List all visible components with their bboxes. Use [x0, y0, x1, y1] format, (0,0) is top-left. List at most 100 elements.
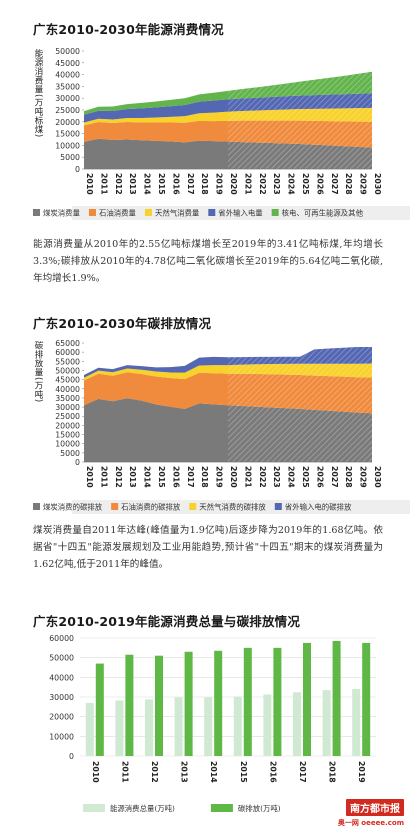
energy-consumption-chart: 能源消费量(万吨标煤) 0 5000 10000 15000 20000 25000 3000… — [33, 47, 410, 220]
y-tick-label: 50000 — [49, 654, 74, 663]
x-tick-label: 2014 — [143, 173, 152, 195]
y-tick-label: 0 — [75, 458, 80, 467]
x-tick-label: 2010 — [91, 761, 100, 783]
y-tick-label: 60000 — [49, 634, 74, 643]
bar-carbon — [303, 642, 311, 756]
y-tick-label: 55000 — [55, 357, 80, 366]
x-tick-label: 2028 — [344, 466, 353, 488]
bar-carbon — [95, 663, 104, 756]
x-tick-label: 2020 — [229, 466, 238, 488]
bar-energy — [145, 699, 153, 756]
x-tick-label: 2010 — [85, 173, 94, 195]
legend-label: 碳排放(万吨) — [238, 804, 281, 813]
x-tick-label: 2020 — [229, 173, 238, 195]
x-tick-label: 2029 — [359, 466, 368, 488]
bar-carbon — [273, 647, 282, 756]
y-tick-label: 10000 — [55, 141, 80, 150]
bar-energy — [293, 692, 301, 756]
y-tick-label: 20000 — [49, 713, 74, 722]
x-tick-label: 2027 — [330, 173, 339, 195]
x-tick-label: 2026 — [315, 173, 324, 195]
bar-energy — [322, 690, 331, 756]
y-tick-label: 25000 — [55, 412, 80, 421]
y-tick-label: 40000 — [55, 71, 80, 80]
y-tick-label: 45000 — [55, 59, 80, 68]
legend-swatch — [88, 209, 96, 216]
legend-swatch — [111, 503, 119, 510]
x-tick-label: 2027 — [330, 466, 339, 488]
bar-energy — [115, 700, 124, 756]
x-tick-label: 2028 — [344, 173, 353, 195]
x-tick-label: 2025 — [301, 466, 310, 488]
x-tick-label: 2012 — [114, 173, 123, 195]
bar-carbon — [214, 650, 223, 756]
brand-site: 奥一网 oeeee.com — [337, 819, 404, 827]
legend-label: 石油消费量 — [99, 209, 137, 218]
y-tick-label: 35000 — [55, 82, 80, 91]
y-tick-label: 20000 — [55, 421, 80, 430]
x-tick-label: 2015 — [157, 466, 166, 488]
legend-label: 能源消费总量(万吨) — [110, 804, 175, 813]
y-tick-label: 45000 — [55, 376, 80, 385]
x-tick-label: 2017 — [186, 466, 195, 488]
x-tick-label: 2018 — [200, 173, 209, 195]
y-tick-label: 0 — [75, 165, 80, 174]
x-tick-label: 2019 — [215, 173, 224, 195]
x-tick-label: 2021 — [243, 173, 252, 195]
bar-energy — [204, 697, 213, 756]
x-tick-label: 2024 — [287, 173, 296, 195]
x-tick-label: 2019 — [357, 761, 366, 783]
y-tick-label: 15000 — [55, 431, 80, 440]
x-tick-label: 2018 — [200, 466, 209, 488]
legend-swatch — [208, 209, 216, 216]
bar-energy — [263, 694, 272, 756]
legend-label: 天然气消费的碳排放 — [199, 503, 266, 512]
y-tick-label: 10000 — [55, 440, 80, 449]
bar-carbon — [243, 647, 252, 756]
x-tick-label: 2022 — [258, 173, 267, 195]
y-tick-label: 50000 — [55, 366, 80, 375]
y-axis-label: 能源消费量(万吨标煤) — [33, 48, 43, 137]
x-tick-label: 2026 — [315, 466, 324, 488]
legend-label: 石油消费的碳排放 — [121, 503, 181, 512]
y-tick-label: 50000 — [55, 47, 80, 56]
energy-vs-carbon-bar-chart: 0 10000 20000 30000 40000 50000 60000 2010 2011 2… — [49, 634, 376, 813]
x-tick-label: 2019 — [215, 466, 224, 488]
x-tick-label: 2023 — [272, 173, 281, 195]
x-tick-label: 2011 — [99, 173, 108, 195]
carbon-emission-chart: 碳排放量(万吨) 05000100001500020000250003000035… — [33, 339, 410, 514]
x-tick-label: 2013 — [180, 761, 189, 783]
x-tick-label: 2016 — [171, 173, 180, 195]
projection-hatch — [228, 347, 372, 462]
y-tick-label: 30000 — [55, 94, 80, 103]
bar-carbon — [362, 642, 371, 756]
y-tick-label: 40000 — [49, 673, 74, 682]
bar-energy — [233, 696, 242, 756]
y-tick-label: 60000 — [55, 348, 80, 357]
y-tick-label: 40000 — [55, 385, 80, 394]
x-tick-label: 2030 — [373, 173, 382, 195]
legend-swatch — [144, 209, 152, 216]
x-tick-label: 2017 — [186, 173, 195, 195]
legend-swatch — [33, 503, 40, 510]
x-tick-label: 2024 — [287, 466, 296, 488]
legend-background — [72, 500, 410, 514]
bar-carbon — [155, 655, 163, 756]
legend-swatch — [83, 804, 105, 812]
legend-label: 省外输入电量 — [218, 209, 263, 218]
x-tick-label: 2012 — [114, 466, 123, 488]
y-tick-label: 25000 — [55, 106, 80, 115]
y-tick-label: 30000 — [49, 693, 74, 702]
bar-energy — [85, 702, 94, 756]
x-tick-label: 2011 — [120, 761, 129, 783]
y-axis-label: 碳排放量(万吨) — [33, 340, 43, 402]
bar-carbon — [184, 651, 193, 756]
x-tick-label: 2014 — [209, 761, 218, 783]
legend-swatch — [33, 209, 40, 216]
bar-carbon — [125, 654, 134, 756]
legend-swatch — [271, 209, 279, 216]
x-tick-label: 2016 — [268, 761, 277, 783]
x-tick-label: 2015 — [239, 761, 248, 783]
x-tick-label: 2029 — [359, 173, 368, 195]
x-tick-label: 2022 — [258, 466, 267, 488]
